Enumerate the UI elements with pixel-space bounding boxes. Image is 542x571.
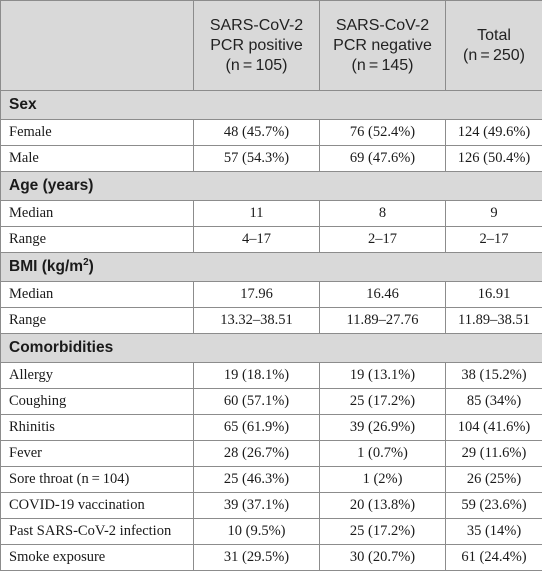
row-label: Past SARS-CoV-2 infection <box>1 519 194 545</box>
table-cell: 20 (13.8%) <box>320 493 446 519</box>
table-cell: 19 (18.1%) <box>194 363 320 389</box>
table-cell: 124 (49.6%) <box>446 120 542 146</box>
table-cell: 59 (23.6%) <box>446 493 542 519</box>
row-label: Fever <box>1 441 194 467</box>
table-cell: 38 (15.2%) <box>446 363 542 389</box>
section-comorbidities: Comorbidities <box>1 334 542 363</box>
table-cell: 28 (26.7%) <box>194 441 320 467</box>
header-pcr-negative: SARS-CoV-2 PCR negative (n = 145) <box>320 1 446 91</box>
header-row: SARS-CoV-2 PCR positive (n = 105) SARS-C… <box>1 1 542 91</box>
table-cell: 1 (2%) <box>320 467 446 493</box>
header-total: Total (n = 250) <box>446 1 542 91</box>
table-cell: 104 (41.6%) <box>446 415 542 441</box>
table-cell: 26 (25%) <box>446 467 542 493</box>
row-label: Median <box>1 282 194 308</box>
row-label: Allergy <box>1 363 194 389</box>
row-label: Sore throat (n = 104) <box>1 467 194 493</box>
row-label: Female <box>1 120 194 146</box>
table-cell: 11 <box>194 201 320 227</box>
table-cell: 8 <box>320 201 446 227</box>
table-cell: 60 (57.1%) <box>194 389 320 415</box>
table-cell: 17.96 <box>194 282 320 308</box>
section-sex: Sex <box>1 91 542 120</box>
table-cell: 16.46 <box>320 282 446 308</box>
table-cell: 25 (46.3%) <box>194 467 320 493</box>
row-label: Male <box>1 146 194 172</box>
row-label: Coughing <box>1 389 194 415</box>
table-cell: 9 <box>446 201 542 227</box>
table-cell: 19 (13.1%) <box>320 363 446 389</box>
table-cell: 16.91 <box>446 282 542 308</box>
table-cell: 69 (47.6%) <box>320 146 446 172</box>
table-cell: 39 (37.1%) <box>194 493 320 519</box>
table-cell: 126 (50.4%) <box>446 146 542 172</box>
table-row: Sore throat (n = 104)25 (46.3%)1 (2%)26 … <box>1 467 542 493</box>
table-cell: 13.32–38.51 <box>194 308 320 334</box>
table-cell: 10 (9.5%) <box>194 519 320 545</box>
table-cell: 25 (17.2%) <box>320 389 446 415</box>
section-bmi: BMI (kg/m2) <box>1 253 542 282</box>
table-cell: 48 (45.7%) <box>194 120 320 146</box>
header-pcr-positive: SARS-CoV-2 PCR positive (n = 105) <box>194 1 320 91</box>
table-cell: 65 (61.9%) <box>194 415 320 441</box>
table-cell: 35 (14%) <box>446 519 542 545</box>
table-cell: 85 (34%) <box>446 389 542 415</box>
table-cell: 4–17 <box>194 227 320 253</box>
table-cell: 25 (17.2%) <box>320 519 446 545</box>
table-cell: 11.89–27.76 <box>320 308 446 334</box>
table-cell: 1 (0.7%) <box>320 441 446 467</box>
table-cell: 76 (52.4%) <box>320 120 446 146</box>
row-label: COVID-19 vaccination <box>1 493 194 519</box>
row-label: Rhinitis <box>1 415 194 441</box>
table-cell: 2–17 <box>446 227 542 253</box>
section-age: Age (years) <box>1 172 542 201</box>
row-label: Range <box>1 308 194 334</box>
table-cell: 57 (54.3%) <box>194 146 320 172</box>
table-cell: 2–17 <box>320 227 446 253</box>
table-cell: 39 (26.9%) <box>320 415 446 441</box>
table-cell: 29 (11.6%) <box>446 441 542 467</box>
row-label: Median <box>1 201 194 227</box>
header-empty-cell <box>1 1 194 91</box>
row-label: Range <box>1 227 194 253</box>
table-cell: 11.89–38.51 <box>446 308 542 334</box>
